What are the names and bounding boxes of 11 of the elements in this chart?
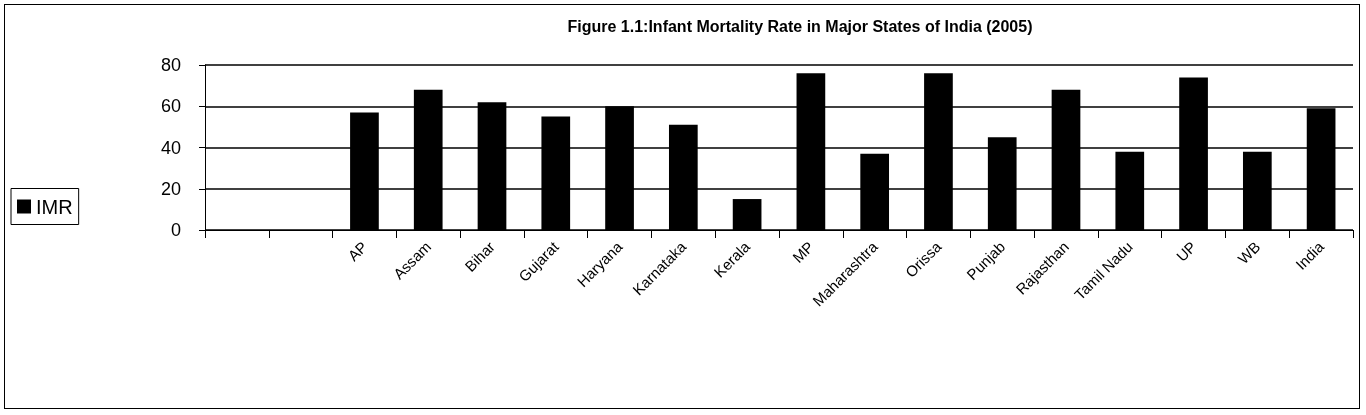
x-tick-label: MP (788, 237, 817, 266)
x-tick-label: UP (1172, 237, 1200, 265)
y-tick-label: 60 (160, 96, 181, 117)
y-tick-label: 80 (160, 55, 181, 75)
chart-title: Figure 1.1:Infant Mortality Rate in Major States of India (2005) (567, 17, 1033, 35)
y-tick-label: 20 (160, 178, 181, 199)
x-tick-label: WB (1234, 237, 1264, 268)
y-tick-label: 0 (170, 220, 181, 240)
legend-label: IMR (36, 195, 73, 218)
x-tick-label: AP (344, 237, 371, 265)
y-tick-label: 40 (160, 137, 181, 158)
